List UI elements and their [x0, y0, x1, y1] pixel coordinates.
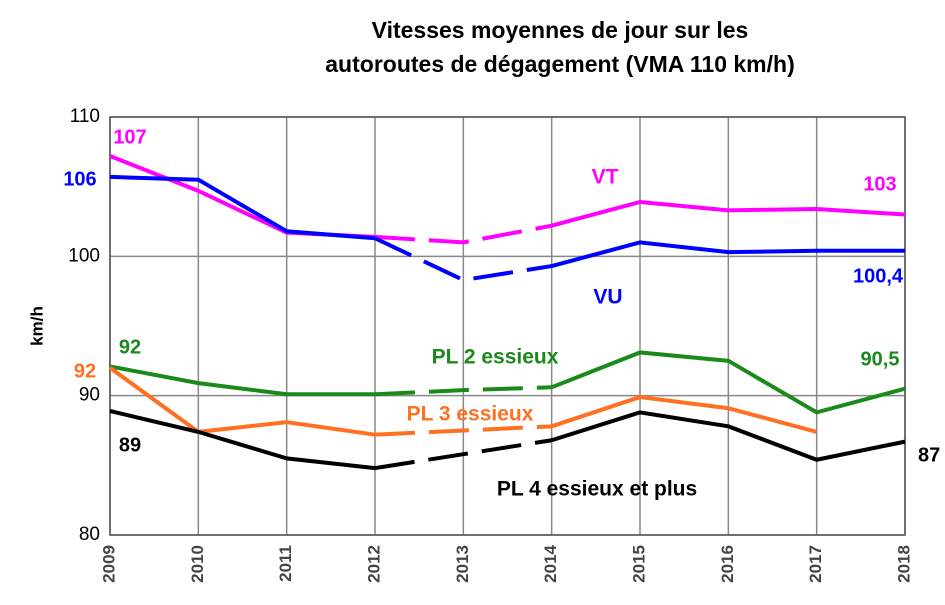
chart-title: Vitesses moyennes de jour sur les — [372, 17, 749, 43]
series-line — [374, 223, 553, 245]
y-tick-label: 100 — [68, 245, 100, 266]
x-tick-label: 2016 — [718, 545, 737, 583]
series-label: VT — [592, 166, 619, 189]
y-tick-label: 90 — [79, 385, 100, 406]
y-tick-label: 110 — [70, 106, 100, 127]
x-tick-label: 2015 — [629, 545, 648, 583]
data-label: 107 — [113, 126, 146, 148]
data-label: 92 — [74, 360, 96, 382]
series-line — [374, 385, 552, 397]
series-line — [551, 240, 905, 269]
data-label: 106 — [63, 168, 96, 190]
x-tick-label: 2013 — [453, 545, 472, 583]
plot-border — [109, 116, 906, 536]
x-tick-label: 2012 — [364, 545, 383, 583]
series-line — [108, 366, 376, 437]
series-line — [374, 438, 552, 471]
data-label: 90,5 — [861, 348, 900, 370]
series-label: PL 4 essieux et plus — [497, 478, 697, 501]
series-line — [550, 350, 906, 415]
x-tick-label: 2018 — [894, 545, 913, 583]
x-tick-label: 2010 — [188, 545, 207, 583]
data-label: 92 — [119, 336, 141, 358]
x-tick-label: 2014 — [541, 544, 560, 582]
series-line — [109, 154, 376, 239]
series-line — [109, 364, 375, 397]
y-axis-label: km/h — [27, 306, 46, 346]
series-label: VU — [593, 286, 622, 309]
x-tick-label: 2011 — [276, 545, 295, 582]
series-line — [109, 174, 376, 241]
data-label: 103 — [863, 173, 896, 195]
series-line — [551, 395, 818, 434]
series-line — [109, 409, 376, 471]
x-tick-label: 2009 — [99, 545, 118, 583]
series-label: PL 2 essieux — [432, 346, 559, 369]
data-label: 87 — [918, 444, 940, 466]
data-label: 100,4 — [853, 265, 904, 287]
series-line — [374, 424, 552, 437]
y-tick-label: 80 — [79, 524, 100, 545]
series-line — [551, 199, 906, 228]
x-tick-label: 2017 — [806, 545, 825, 583]
series-line — [551, 410, 906, 462]
chart-title: autoroutes de dégagement (VMA 110 km/h) — [325, 51, 794, 77]
series-line — [374, 236, 552, 283]
data-label: 89 — [119, 434, 141, 456]
series-label: PL 3 essieux — [407, 403, 534, 426]
